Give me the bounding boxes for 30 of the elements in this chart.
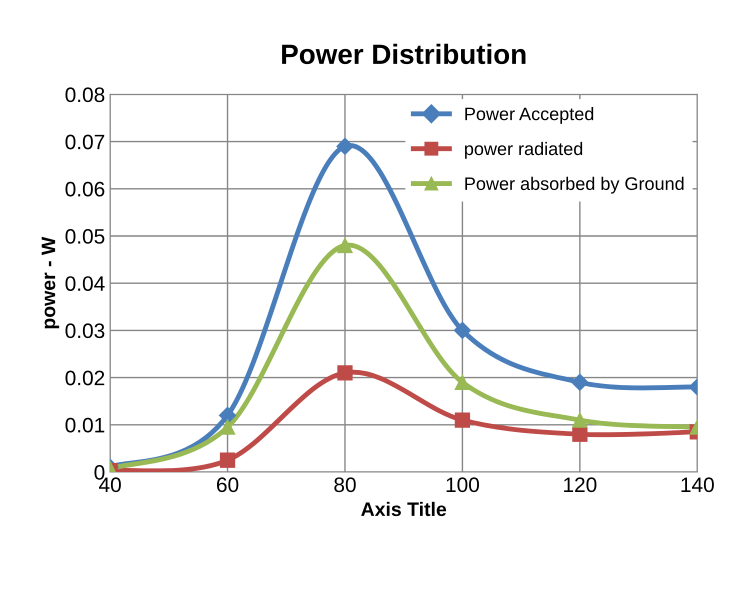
chart-title: Power Distribution [282,44,526,64]
y-tick-label: 0.03 [66,323,104,338]
legend-label: power radiated [465,142,582,159]
point [572,426,588,442]
point [571,374,588,391]
y-tick-label: 0.05 [66,229,104,244]
y-tick-label: 0.02 [66,370,104,386]
y-tick-label: 0.07 [66,134,104,150]
x-tick-label: 140 [682,477,714,492]
x-axis-title: Axis Title [361,502,446,516]
y-tick-label: 0.04 [66,276,105,291]
legend-label: Power absorbed by Ground [465,176,684,194]
point [218,406,236,424]
x-tick-label: 120 [564,477,596,492]
x-tick-label: 60 [217,477,238,492]
point [337,238,353,254]
y-tick-label: 0.06 [66,182,104,197]
point [572,412,588,428]
point [336,138,354,155]
x-tick-label: 80 [334,477,356,492]
point [454,412,470,428]
point [454,374,470,390]
y-tick-label: 0.01 [66,418,104,433]
point [220,452,236,468]
y-tick-label: 0.08 [66,87,104,102]
legend-label: Power Accepted [465,107,594,124]
point [454,322,471,339]
y-axis-title: power - W [42,236,60,328]
x-tick-label: 100 [446,477,479,492]
point [337,365,353,381]
